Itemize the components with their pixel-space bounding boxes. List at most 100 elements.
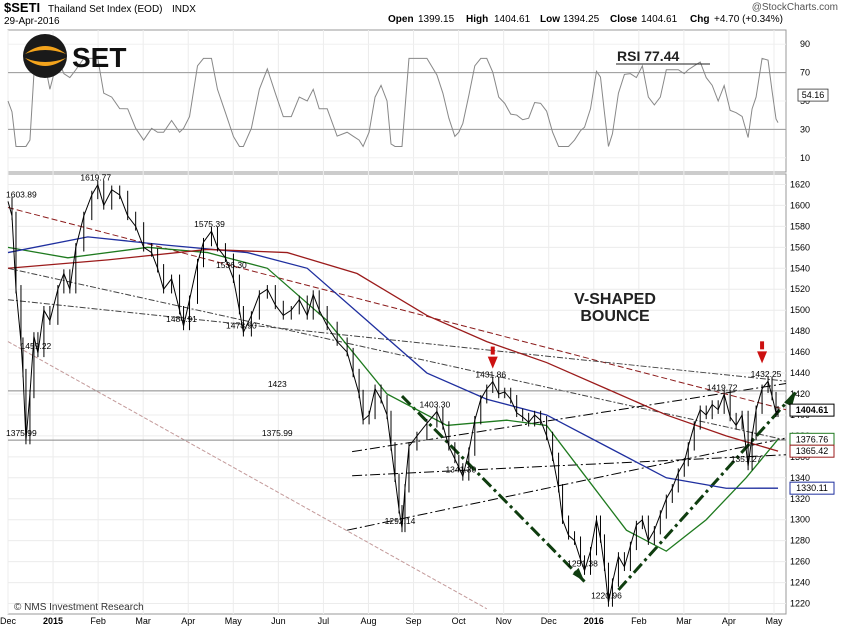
v-channel-arrow-down-icon	[572, 567, 585, 582]
logo-wave-icon	[25, 46, 66, 54]
right-value-label: 1376.76	[796, 434, 829, 444]
low-value: 1394.25	[563, 14, 600, 25]
symbol-name: Thailand Set Index (EOD)	[48, 4, 163, 15]
y-tick-label: 1580	[790, 221, 810, 231]
exchange: INDX	[172, 4, 196, 15]
open-label: Open	[388, 14, 414, 25]
y-tick-label: 1460	[790, 347, 810, 357]
high-value: 1404.61	[494, 14, 531, 25]
price-label: 1251.38	[567, 559, 598, 569]
right-value-label: 1404.61	[796, 405, 829, 415]
y-tick-label: 1560	[790, 242, 810, 252]
x-tick-label: Aug	[360, 616, 376, 626]
v-channel-line	[617, 390, 798, 591]
x-tick-label: Apr	[722, 616, 736, 626]
price-line	[7, 183, 779, 603]
chg-value: +4.70 (+0.34%)	[714, 14, 783, 25]
x-tick-label: 2016	[584, 616, 604, 626]
y-tick-label: 1300	[790, 515, 810, 525]
right-value-label: 1365.42	[796, 446, 829, 456]
down-arrow-stem-icon	[490, 346, 495, 355]
rsi-layer: 907050301054.16	[7, 39, 829, 163]
y-tick-label: 1600	[790, 200, 810, 210]
y-tick-label: 1440	[790, 368, 810, 378]
trendline	[352, 454, 787, 477]
annotation-title: V-SHAPED	[574, 291, 656, 308]
price-label: 1292.14	[385, 516, 416, 526]
credit: © NMS Investment Research	[14, 602, 144, 613]
y-tick-label: 1500	[790, 305, 810, 315]
price-label: 1423	[268, 379, 287, 389]
low-label: Low	[540, 14, 560, 25]
trendline	[7, 299, 787, 382]
y-tick-label: 1280	[790, 536, 810, 546]
price-label: 1432.25	[751, 369, 782, 379]
right-value-box	[789, 481, 835, 495]
x-tick-label: Jul	[318, 616, 330, 626]
x-tick-label: Nov	[496, 616, 513, 626]
y-tick-label: 1240	[790, 578, 810, 588]
down-arrow-icon	[757, 351, 768, 364]
x-tick-label: Feb	[631, 616, 647, 626]
close-value: 1404.61	[641, 14, 678, 25]
down-arrow-stem-icon	[760, 341, 765, 350]
ohlc-header: Open 1399.15 High 1404.61 Low 1394.25 Cl…	[388, 14, 783, 25]
x-tick-label: 2015	[43, 616, 63, 626]
x-tick-label: Dec	[0, 616, 16, 626]
y-tick-label: 1620	[790, 179, 810, 189]
y-tick-label: 1220	[790, 599, 810, 609]
chg-label: Chg	[690, 14, 709, 25]
y-tick-label: 1320	[790, 494, 810, 504]
logo-text: SET	[72, 42, 126, 73]
high-label: High	[466, 14, 488, 25]
y-tick-label: 1420	[790, 389, 810, 399]
set-logo: SET	[23, 34, 126, 78]
annotation-subtitle: BOUNCE	[580, 308, 650, 325]
price-label: 1459.22	[21, 341, 52, 351]
y-tick-label: 1340	[790, 473, 810, 483]
rsi-line	[7, 56, 779, 148]
y-tick-label: 1260	[790, 557, 810, 567]
rsi-tick-label: 70	[800, 68, 810, 78]
price-label: 1478.90	[226, 320, 257, 330]
grid-layer: 1220124012601280130013201340136013801400…	[0, 30, 810, 626]
x-tick-label: May	[225, 616, 243, 626]
label-layer: 1603.89 1619.77 1575.39 1536.30 1484.91 1478.…	[6, 173, 835, 601]
v-channel-arrow-icon	[784, 391, 796, 407]
price-label: 1351.27	[731, 454, 762, 464]
x-tick-label: Mar	[135, 616, 151, 626]
price-label: 1484.91	[166, 314, 197, 324]
open-value: 1399.15	[418, 14, 455, 25]
y-tick-label: 1520	[790, 284, 810, 294]
x-tick-label: Apr	[181, 616, 195, 626]
price-label: 1220.96	[591, 591, 622, 601]
rsi-tick-label: 10	[800, 153, 810, 163]
price-label: 1431.86	[475, 370, 506, 380]
x-tick-label: Sep	[406, 616, 422, 626]
ma-slow-line	[7, 248, 779, 452]
price-label: 1341.30	[445, 464, 476, 474]
right-value-box	[789, 403, 835, 417]
x-tick-label: Jun	[271, 616, 286, 626]
rsi-value-box	[797, 88, 829, 102]
price-label: 1603.89	[6, 189, 37, 199]
trendline	[347, 437, 787, 531]
right-value-box	[789, 444, 835, 458]
logo-circle-icon	[23, 34, 67, 78]
series-layer	[7, 180, 779, 607]
rsi-label: RSI 77.44	[617, 48, 679, 64]
price-label: 1375.99	[262, 428, 293, 438]
x-tick-label: Mar	[676, 616, 692, 626]
price-label: 1619.77	[80, 173, 111, 183]
down-arrow-icon	[487, 356, 498, 369]
watermark: @StockCharts.com	[752, 2, 838, 13]
logo-wave-lower-icon	[25, 58, 66, 66]
symbol: $SETI	[4, 0, 40, 15]
x-tick-label: May	[765, 616, 783, 626]
trendline	[7, 267, 787, 441]
close-label: Close	[610, 14, 638, 25]
ma-mid-line	[7, 236, 779, 489]
price-label: 1575.39	[194, 219, 225, 229]
x-tick-label: Dec	[541, 616, 558, 626]
